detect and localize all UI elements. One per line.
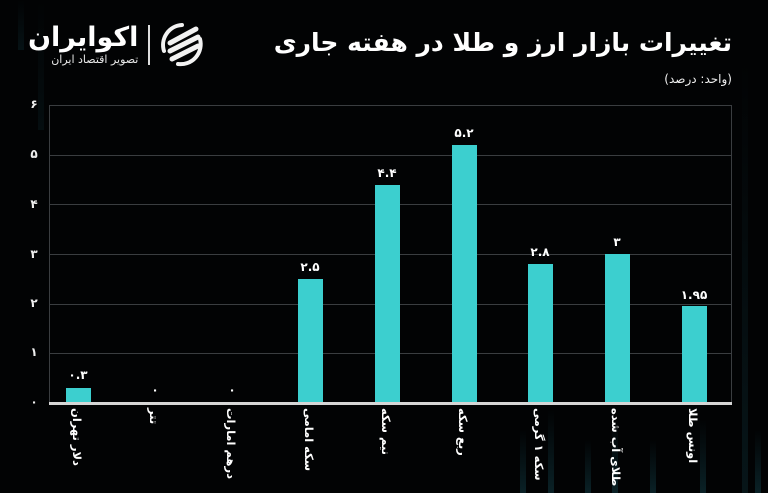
bar-value-label: ۲.۵ xyxy=(300,260,320,274)
bar-quarter-coin xyxy=(451,144,477,403)
x-label-aed: درهم امارات xyxy=(224,408,238,480)
plot-left-border xyxy=(49,105,50,403)
bar-half-coin xyxy=(374,184,400,403)
y-tick-0: ۰ xyxy=(30,395,38,409)
x-label-gram-coin: سکه ۱ گرمی xyxy=(532,408,546,481)
y-tick-1: ۱ xyxy=(30,345,38,359)
bar-value-label: ۰.۳ xyxy=(68,368,88,382)
logo-subtitle: تصویر اقتصاد ایران xyxy=(51,53,139,66)
y-tick-2: ۲ xyxy=(30,296,38,310)
gridline-5 xyxy=(49,154,732,156)
y-tick-4: ۴ xyxy=(30,197,38,211)
x-axis-baseline xyxy=(49,402,732,405)
logo-divider xyxy=(148,25,150,65)
x-label-quarter-coin: ربع سکه xyxy=(456,408,470,456)
bar-emami-coin xyxy=(297,278,323,403)
logo: اکوایران تصویر اقتصاد ایران xyxy=(28,20,206,70)
bar-value-label: ۰ xyxy=(228,383,236,397)
x-label-melted-gold: طلای آب شده xyxy=(609,408,623,487)
gridline-6 xyxy=(49,105,732,106)
x-label-half-coin: نیم سکه xyxy=(379,408,393,456)
bar-melted-gold xyxy=(604,254,630,403)
x-label-tether: تتر xyxy=(147,408,161,425)
bar-value-label: ۲.۸ xyxy=(530,245,550,259)
bar-gold-ounce xyxy=(681,306,707,403)
y-tick-3: ۳ xyxy=(30,247,38,261)
bar-value-label: ۱.۹۵ xyxy=(680,288,708,302)
bar-value-label: ۵.۲ xyxy=(454,126,474,140)
logo-name: اکوایران xyxy=(28,22,139,53)
bar-value-label: ۴.۴ xyxy=(377,166,397,180)
bar-value-label: ۰ xyxy=(151,383,159,397)
unit-label: (واحد: درصد) xyxy=(664,72,732,86)
bar-gram-coin xyxy=(527,263,553,403)
plot-area: ۰.۳ ۰ ۰ ۲.۵ ۴.۴ ۵.۲ ۲.۸ ۳ ۱.۹۵ xyxy=(49,105,732,405)
chart-title: تغییرات بازار ارز و طلا در هفته جاری xyxy=(273,28,732,57)
x-label-gold-ounce: اونس طلا xyxy=(686,408,700,464)
bar-value-label: ۳ xyxy=(613,235,621,249)
bar-usd-tehran xyxy=(65,388,91,403)
y-tick-6: ۶ xyxy=(30,97,38,111)
ecoiran-logo-icon xyxy=(160,23,203,67)
x-label-usd-tehran: دلار تهران xyxy=(70,408,84,466)
plot-right-border xyxy=(731,105,732,403)
y-tick-5: ۵ xyxy=(30,147,38,161)
x-label-emami-coin: سکه امامی xyxy=(302,408,316,472)
